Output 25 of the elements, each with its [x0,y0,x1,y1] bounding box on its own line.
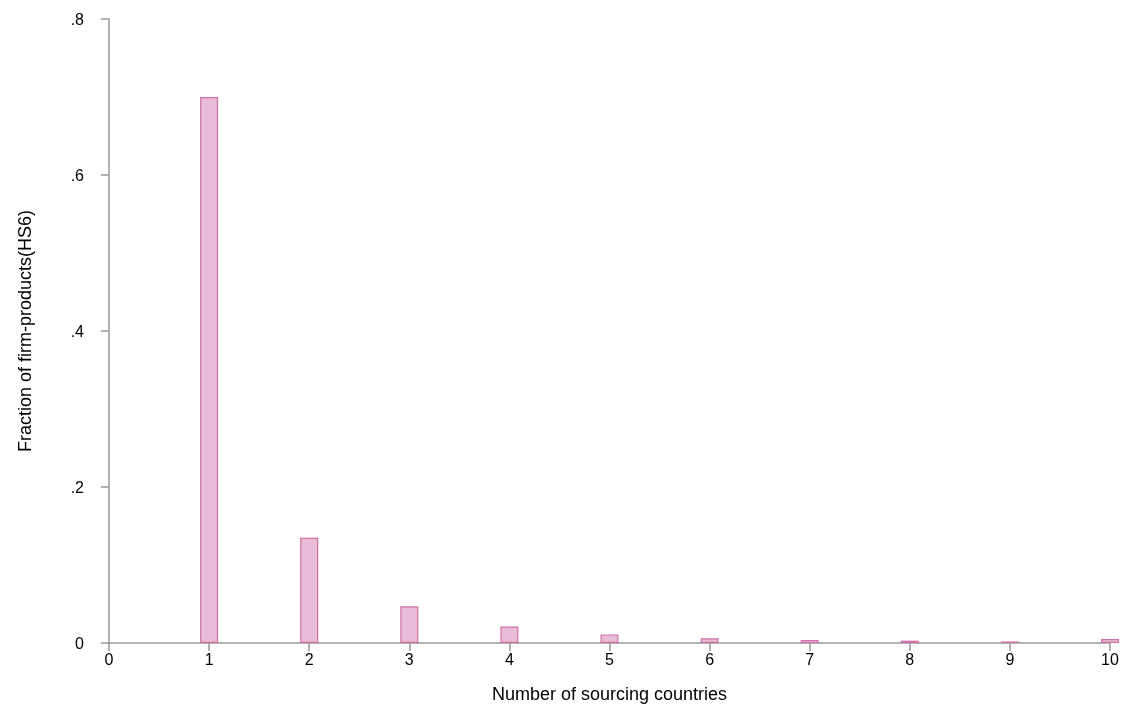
bar [200,97,219,643]
x-tick-label: 9 [1005,650,1015,668]
y-tick-label: 0 [75,634,85,652]
x-tick-label: 3 [404,650,414,668]
y-tick-label: .8 [70,10,85,28]
x-tick-label: 2 [304,650,314,668]
x-tick-label: 10 [1101,650,1119,668]
x-tick-label: 6 [705,650,715,668]
x-tick-label: 4 [504,650,514,668]
x-tick-label: 1 [204,650,214,668]
x-tick-label: 8 [905,650,915,668]
y-tick-label: .2 [70,478,85,496]
x-axis-title: Number of sourcing countries [491,684,728,704]
bar [400,606,419,643]
bar [500,626,519,643]
x-tick-label: 7 [805,650,815,668]
bar [1101,639,1119,643]
x-tick-label: 0 [104,650,114,668]
bar [600,634,619,643]
x-tick-label: 5 [605,650,615,668]
bar [300,537,319,643]
y-tick-label: .4 [70,322,85,340]
y-tick-label: .6 [70,166,85,184]
y-axis-title: Fraction of firm-products(HS6) [15,209,35,453]
bar [700,638,719,643]
